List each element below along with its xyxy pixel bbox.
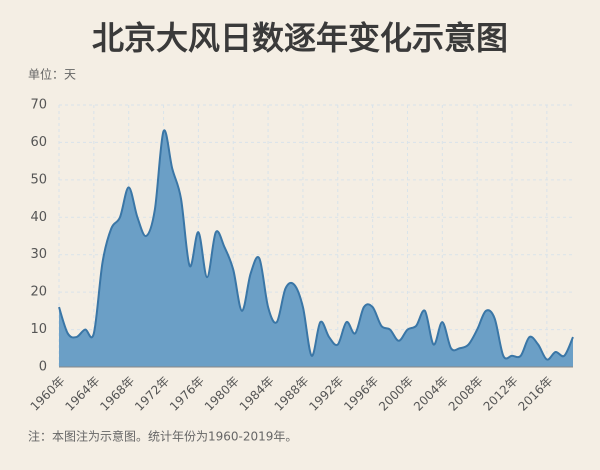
- y-tick-label: 30: [30, 247, 47, 262]
- y-tick-label: 50: [30, 172, 47, 187]
- y-tick-label: 10: [30, 322, 47, 337]
- y-tick-label: 0: [39, 360, 47, 375]
- y-tick-label: 60: [30, 135, 47, 150]
- y-tick-label: 40: [30, 210, 47, 225]
- footnote: 注：本图注为示意图。统计年份为1960-2019年。: [28, 429, 297, 444]
- area: [59, 130, 573, 367]
- y-tick-label: 70: [30, 98, 47, 113]
- chart-title: 北京大风日数逐年变化示意图: [92, 19, 508, 57]
- y-tick-label: 20: [30, 285, 47, 300]
- unit-label: 单位：天: [28, 67, 76, 82]
- line: [58, 129, 574, 361]
